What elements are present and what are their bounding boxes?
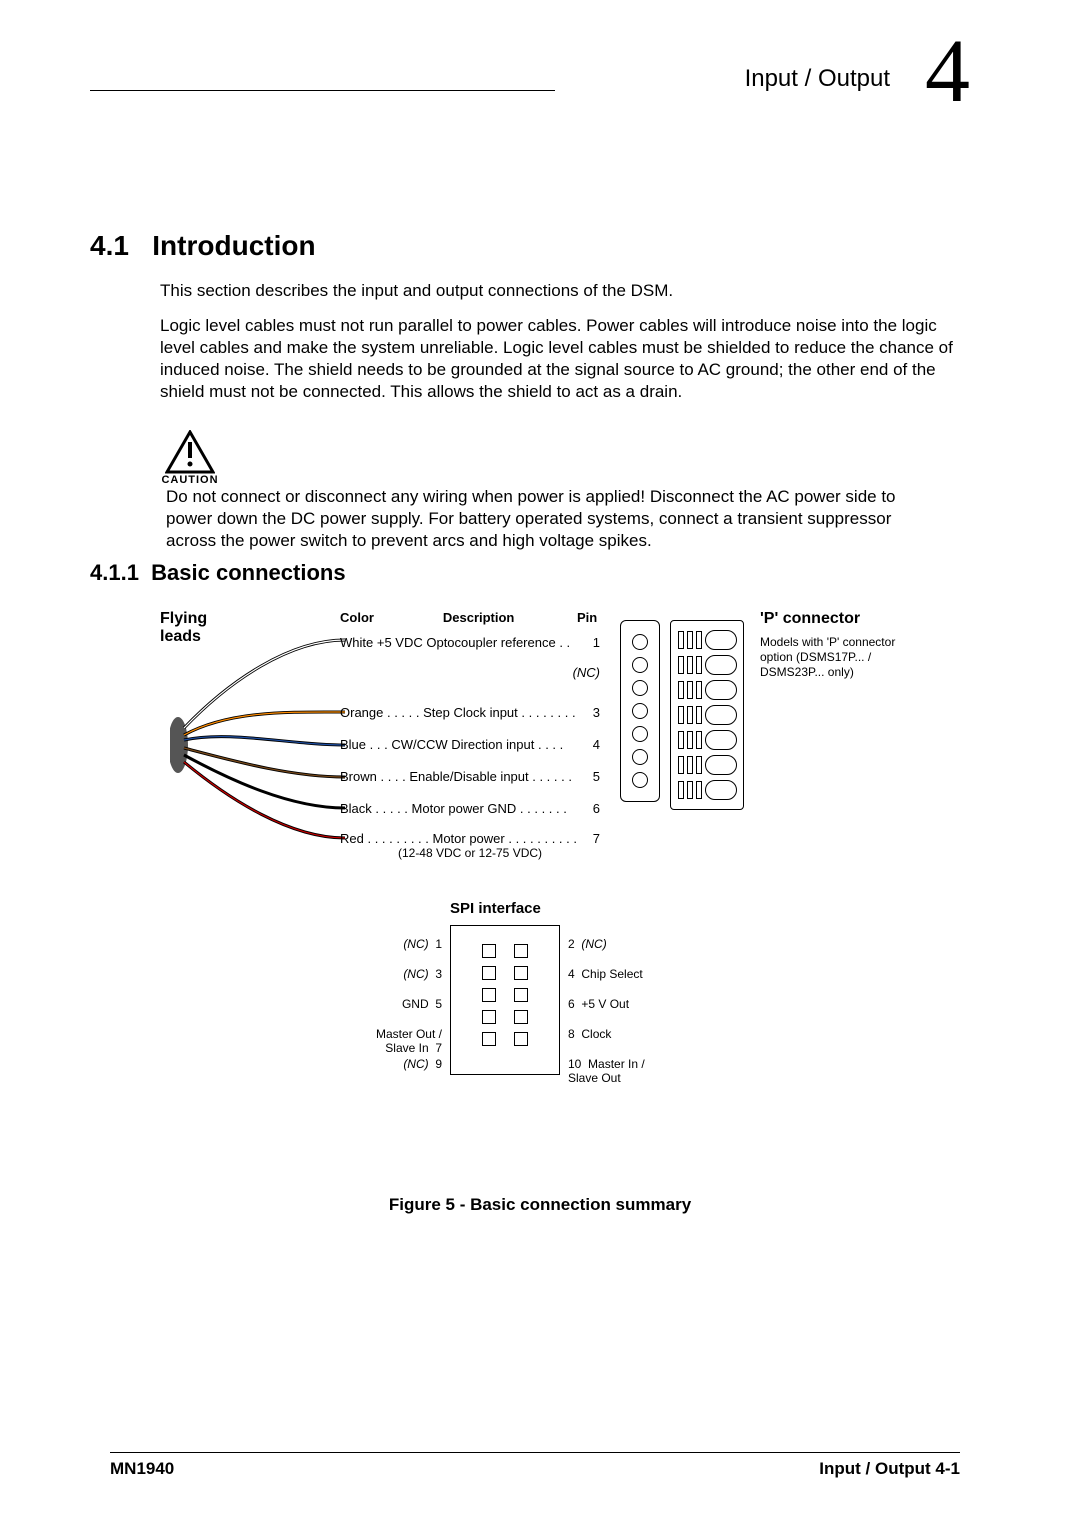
spi-pin: 8 (568, 1027, 575, 1041)
spi-row (451, 1010, 559, 1024)
connector-pin-icon (632, 772, 648, 788)
caution-text: Do not connect or disconnect any wiring … (166, 486, 901, 552)
section-number: 4.1 (90, 230, 129, 261)
section-title: Introduction (152, 230, 315, 261)
pin-num: 3 (593, 705, 600, 720)
pin-color: White (340, 635, 373, 650)
connector-pin-icon (632, 703, 648, 719)
pin-num: 1 (593, 635, 600, 650)
wires-svg (170, 620, 350, 850)
connector-pin-icon (632, 680, 648, 696)
pin-nc: (NC) (340, 665, 600, 680)
subsection-title: Basic connections (151, 560, 345, 585)
spi-right-labels: 2 (NC) 4 Chip Select 6 +5 V Out 8 Clock … (568, 937, 645, 1087)
spi-pin: 5 (435, 997, 442, 1011)
section-heading: 4.1 Introduction (90, 230, 316, 262)
pin-color: Red (340, 831, 364, 846)
spi-label: Master Out /Slave In (376, 1027, 442, 1055)
spi-label: (NC) (581, 937, 606, 951)
spi-pin: 9 (435, 1057, 442, 1071)
spi-label: Chip Select (581, 967, 642, 981)
pin-desc: CW/CCW Direction input (391, 737, 534, 752)
p-slot (674, 655, 740, 675)
chapter-title: Input / Output (745, 65, 890, 93)
spi-left-labels: (NC) 1 (NC) 3 GND 5 Master Out /Slave In… (376, 937, 442, 1087)
intro-paragraph-1: This section describes the input and out… (160, 280, 965, 302)
connector-7pin (620, 620, 660, 802)
p-slot (674, 755, 740, 775)
pin-num: 6 (593, 801, 600, 816)
col-color: Color (340, 610, 400, 625)
spi-label: Clock (581, 1027, 611, 1041)
p-slot (674, 680, 740, 700)
spi-label: +5 V Out (581, 997, 629, 1011)
p-slot (674, 630, 740, 650)
spi-pin: 10 (568, 1057, 581, 1071)
pin-desc: Motor power GND (412, 801, 517, 816)
p-connector-label: 'P' connector (760, 610, 860, 628)
spi-row (451, 966, 559, 980)
spi-pin: 6 (568, 997, 575, 1011)
pin-desc: +5 VDC Optocoupler reference (377, 635, 556, 650)
pin-desc: Step Clock input (423, 705, 518, 720)
pin-row-7: Red . . . . . . . . . Motor power . . . … (340, 831, 600, 860)
pin-row-5: Brown . . . . Enable/Disable input . . .… (340, 769, 600, 784)
spi-pin: 3 (435, 967, 442, 981)
p-slot (674, 730, 740, 750)
footer-right: Input / Output 4-1 (819, 1459, 960, 1479)
pin-row-4: Blue . . . CW/CCW Direction input . . . … (340, 737, 600, 752)
col-pin: Pin (557, 610, 597, 625)
pin-table-header: Color Description Pin (340, 610, 600, 625)
subsection-heading: 4.1.1 Basic connections (90, 560, 346, 586)
pin-num: 5 (593, 769, 600, 784)
spi-label: GND (402, 997, 429, 1011)
pin-row-1: White +5 VDC Optocoupler reference . . 1 (340, 635, 600, 650)
pin-row-3: Orange . . . . . Step Clock input . . . … (340, 705, 600, 720)
spi-label: (NC) (403, 1057, 428, 1071)
header-rule (90, 90, 555, 91)
spi-row (451, 1032, 559, 1046)
spi-pin: 1 (435, 937, 442, 951)
p-slot (674, 780, 740, 800)
spi-pin: 2 (568, 937, 575, 951)
col-description: Description (404, 610, 554, 625)
pin-sub: (12-48 VDC or 12-75 VDC) (340, 846, 600, 860)
caution-icon: CAUTION (160, 430, 220, 486)
connector-pin-icon (632, 726, 648, 742)
pin-desc: Motor power (432, 831, 504, 846)
pin-color: Brown (340, 769, 377, 784)
subsection-number: 4.1.1 (90, 560, 139, 585)
p-slot (674, 705, 740, 725)
caution-block: CAUTION Do not connect or disconnect any… (160, 430, 965, 552)
spi-pin: 4 (568, 967, 575, 981)
connector-pin-icon (632, 749, 648, 765)
pin-color: Orange (340, 705, 383, 720)
spi-connector: (NC) 1 (NC) 3 GND 5 Master Out /Slave In… (450, 925, 560, 1075)
pin-color: Black (340, 801, 372, 816)
pin-num: 7 (593, 831, 600, 846)
pin-row-6: Black . . . . . Motor power GND . . . . … (340, 801, 600, 816)
connector-pin-icon (632, 634, 648, 650)
spi-title: SPI interface (450, 900, 541, 917)
spi-label: (NC) (403, 937, 428, 951)
caution-label: CAUTION (160, 474, 220, 486)
chapter-number: 4 (925, 20, 970, 123)
p-connector-note: Models with 'P' connector option (DSMS17… (760, 635, 900, 680)
pin-num: 4 (593, 737, 600, 752)
p-connector (670, 620, 744, 810)
spi-row (451, 988, 559, 1002)
page-footer: MN1940 Input / Output 4-1 (110, 1452, 960, 1479)
spi-label: (NC) (403, 967, 428, 981)
pin-color: Blue (340, 737, 366, 752)
figure-caption: Figure 5 - Basic connection summary (0, 1195, 1080, 1215)
connector-pin-icon (632, 657, 648, 673)
intro-paragraph-2: Logic level cables must not run parallel… (160, 315, 965, 403)
spi-pin: 7 (435, 1041, 442, 1055)
spi-outline (450, 925, 560, 1075)
pin-desc: Enable/Disable input (409, 769, 528, 784)
footer-left: MN1940 (110, 1459, 174, 1478)
pin-row-nc: (NC) (340, 665, 600, 680)
spi-row (451, 944, 559, 958)
